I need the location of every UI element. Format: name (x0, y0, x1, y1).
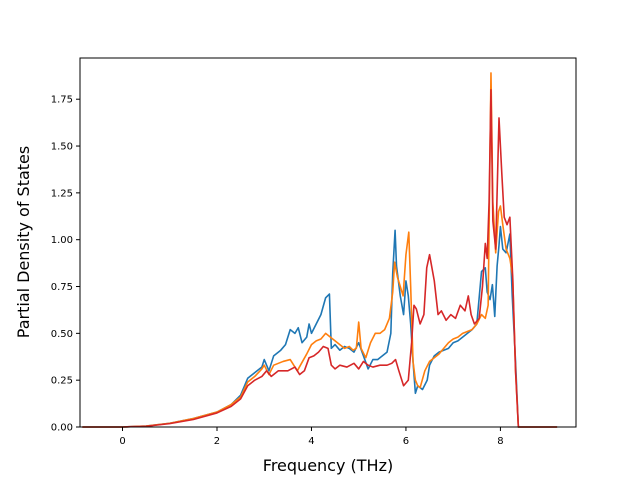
y-tick-label: 1.00 (51, 235, 73, 246)
series-layer (82, 72, 558, 428)
y-tick-label: 1.50 (51, 142, 73, 153)
y-tick-label: 1.25 (51, 188, 73, 199)
x-tick-label: 2 (214, 436, 220, 447)
y-tick-label: 0.25 (51, 376, 73, 387)
y-tick-label: 0.50 (51, 329, 73, 340)
y-tick-label: 0.75 (51, 282, 73, 293)
plot-frame (79, 57, 577, 428)
y-tick-label: 0.00 (51, 423, 73, 434)
x-axis-label: Frequency (THz) (263, 456, 393, 475)
series-line-1 (82, 225, 558, 428)
series-line-3 (82, 89, 558, 428)
x-tick-label: 4 (308, 436, 314, 447)
series-line-2 (82, 72, 558, 428)
x-tick-label: 0 (119, 436, 125, 447)
x-tick-label: 6 (403, 436, 409, 447)
ticks-layer: 0 2 4 6 8 0.00 0.25 0.50 0.75 1.00 1.25 1.50 1.75 (51, 95, 504, 447)
plot-background (80, 58, 576, 427)
y-tick-label: 1.75 (51, 95, 73, 106)
y-axis-label: Partial Density of States (14, 146, 33, 338)
x-tick-label: 8 (497, 436, 503, 447)
